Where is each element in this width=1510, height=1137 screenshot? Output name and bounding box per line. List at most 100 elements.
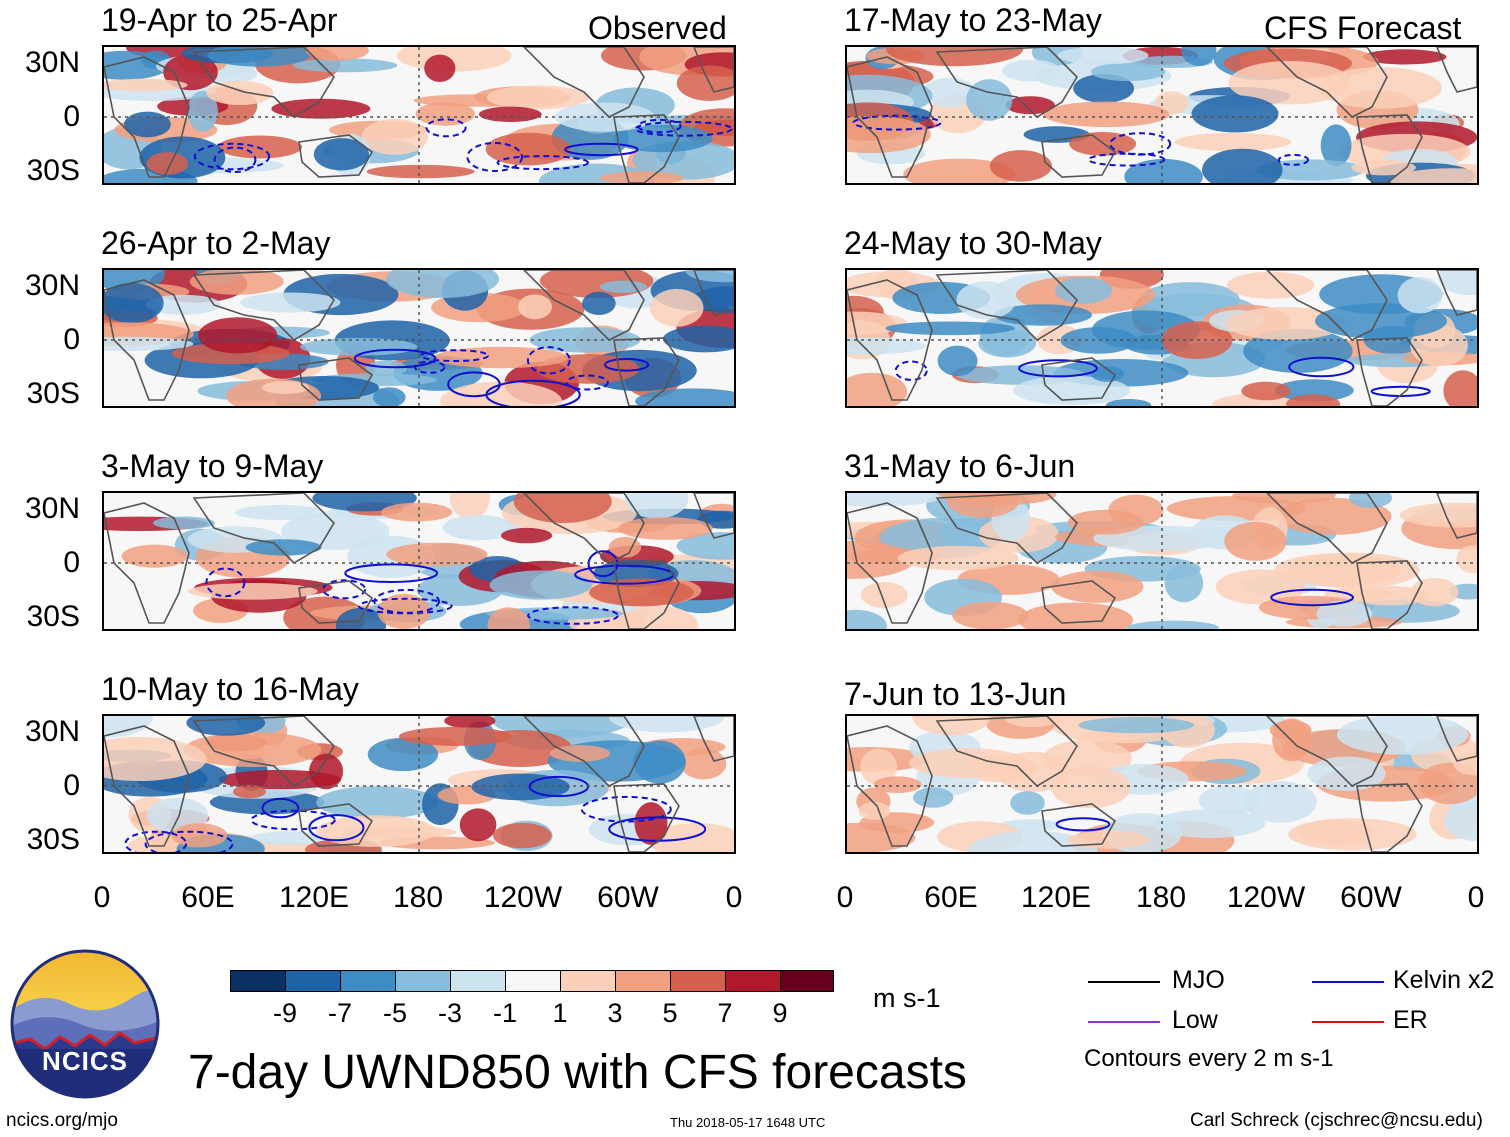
anomaly-blob <box>183 732 322 767</box>
anomaly-blob <box>361 118 429 155</box>
kelvin-contour <box>205 567 246 598</box>
x-tick-label: 60W <box>1340 881 1402 914</box>
coastline <box>1356 337 1423 406</box>
colorbar-tick: -7 <box>327 998 353 1028</box>
legend-swatch-er <box>1312 1021 1384 1023</box>
kelvin-contour <box>1288 356 1355 378</box>
y-tick-label: 30S <box>26 154 80 187</box>
coastline <box>693 47 734 93</box>
anomaly-blob <box>1090 62 1166 82</box>
anomaly-blob <box>1438 270 1477 296</box>
footer-author: Carl Schreck (cjschrec@ncsu.edu) <box>1190 1110 1483 1131</box>
kelvin-contour <box>193 142 271 171</box>
anomaly-blob <box>316 786 439 819</box>
legend-label-kelvin: Kelvin x2 <box>1393 966 1495 994</box>
kelvin-contour <box>894 360 928 381</box>
anomaly-blob <box>442 515 515 541</box>
anomaly-blob <box>218 769 341 790</box>
anomaly-blob <box>1399 502 1477 528</box>
anomaly-blob <box>104 716 154 738</box>
anomaly-blob <box>240 292 341 313</box>
y-tick-label: 30S <box>26 823 80 856</box>
kelvin-contour <box>634 120 733 137</box>
kelvin-contour <box>419 349 490 362</box>
anomaly-blob <box>989 150 1052 182</box>
anomaly-blob <box>385 270 500 298</box>
anomaly-blob <box>685 270 734 283</box>
anomaly-blob <box>1050 766 1131 809</box>
y-tick-label: 0 <box>63 323 80 356</box>
anomaly-blob <box>1275 379 1354 402</box>
anomaly-blob <box>649 288 704 327</box>
coastline <box>1356 114 1423 183</box>
x-tick-label: 120W <box>483 881 563 914</box>
anomaly-blob <box>608 536 642 558</box>
y-tick-label: 0 <box>63 769 80 802</box>
anomaly-blob <box>1140 282 1240 317</box>
anomaly-blob <box>1390 168 1477 183</box>
anomaly-blob <box>599 280 647 293</box>
anomaly-blob <box>1224 521 1287 561</box>
coastline <box>613 783 680 852</box>
anomaly-blob <box>1198 785 1260 816</box>
anomaly-blob <box>1057 47 1149 65</box>
coastline <box>935 493 1079 565</box>
anomaly-blob <box>858 801 891 820</box>
colorbar-cell <box>725 970 781 992</box>
coastline <box>104 279 190 401</box>
colorbar-cell <box>340 970 396 992</box>
anomaly-blob <box>529 327 641 353</box>
anomaly-blob <box>121 544 188 568</box>
anomaly-blob <box>1410 324 1468 367</box>
anomaly-blob <box>1307 756 1386 791</box>
colorbar-tick: -5 <box>382 998 408 1028</box>
coastline <box>847 502 933 624</box>
anomaly-blob <box>501 527 553 544</box>
x-tick-label: 0 <box>1467 881 1485 914</box>
legend-label-low: Low <box>1172 1006 1218 1034</box>
kelvin-contour <box>1055 817 1111 832</box>
anomaly-blob <box>218 135 302 159</box>
anomaly-blob <box>662 325 734 353</box>
colorbar-cell <box>285 970 341 992</box>
anomaly-blob <box>1055 277 1113 304</box>
map-panel <box>102 714 736 854</box>
coastline <box>298 803 374 847</box>
anomaly-blob <box>1410 577 1459 607</box>
anomaly-blob <box>1051 570 1144 603</box>
anomaly-blob <box>145 294 222 315</box>
anomaly-blob <box>444 716 496 729</box>
anomaly-blob <box>1105 399 1152 406</box>
anomaly-blob <box>549 745 611 762</box>
colorbar-units: m s-1 <box>873 983 941 1013</box>
colorbar-cell <box>395 970 451 992</box>
coastline <box>298 134 374 178</box>
anomaly-blob <box>1320 124 1352 167</box>
anomaly-blob <box>104 283 164 324</box>
coastline <box>192 270 336 342</box>
x-tick-label: 180 <box>392 881 444 914</box>
anomaly-blob <box>493 822 552 849</box>
coastline <box>192 47 336 119</box>
map-panel <box>102 45 736 185</box>
anomaly-blob <box>262 381 310 394</box>
anomaly-blob <box>271 98 371 119</box>
anomaly-blob <box>633 740 686 784</box>
y-tick-label: 0 <box>63 546 80 579</box>
anomaly-blob <box>300 337 418 356</box>
anomaly-blob <box>189 270 284 295</box>
kelvin-contour <box>564 142 639 157</box>
anomaly-blob <box>478 106 542 122</box>
anomaly-blob <box>1228 61 1352 105</box>
observed-label: Observed <box>588 10 727 46</box>
anomaly-blob <box>1286 394 1341 406</box>
footer-url: ncics.org/mjo <box>6 1110 118 1131</box>
anomaly-blob <box>234 504 327 521</box>
anomaly-blob <box>1002 59 1061 82</box>
panel-title: 10-May to 16-May <box>101 671 359 707</box>
legend-swatch-mjo <box>1088 981 1160 983</box>
anomaly-blob <box>1336 716 1469 755</box>
anomaly-blob <box>1297 819 1373 846</box>
kelvin-contour <box>447 371 501 398</box>
legend-label-er: ER <box>1393 1006 1428 1034</box>
